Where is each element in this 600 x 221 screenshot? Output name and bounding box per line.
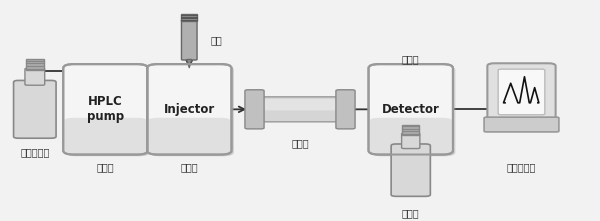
FancyBboxPatch shape [336, 90, 355, 129]
FancyBboxPatch shape [261, 99, 339, 110]
FancyBboxPatch shape [181, 14, 197, 21]
Text: HPLC
pump: HPLC pump [87, 95, 124, 123]
FancyBboxPatch shape [63, 118, 148, 154]
FancyBboxPatch shape [245, 90, 264, 129]
Text: 色谱柱: 色谱柱 [291, 139, 309, 149]
Text: 数据记录仪: 数据记录仪 [507, 163, 536, 173]
Text: 样品: 样品 [210, 35, 222, 45]
Text: Injector: Injector [164, 103, 215, 116]
Text: 高压泵: 高压泵 [97, 163, 114, 173]
FancyBboxPatch shape [147, 64, 232, 154]
Text: 检测器: 检测器 [402, 54, 419, 64]
FancyBboxPatch shape [391, 144, 430, 196]
FancyBboxPatch shape [368, 64, 453, 154]
FancyBboxPatch shape [181, 20, 197, 60]
FancyBboxPatch shape [25, 68, 44, 85]
Polygon shape [187, 59, 191, 68]
FancyBboxPatch shape [63, 64, 148, 154]
FancyBboxPatch shape [26, 59, 44, 70]
Text: 溶剂贮存器: 溶剂贮存器 [20, 147, 50, 157]
FancyBboxPatch shape [255, 97, 345, 122]
Text: 废液瓶: 废液瓶 [402, 208, 419, 218]
FancyBboxPatch shape [498, 69, 545, 115]
Text: 进样器: 进样器 [181, 163, 198, 173]
FancyBboxPatch shape [403, 125, 419, 135]
FancyBboxPatch shape [147, 118, 232, 154]
Text: Detector: Detector [382, 103, 440, 116]
FancyBboxPatch shape [487, 63, 556, 129]
FancyBboxPatch shape [484, 117, 559, 132]
FancyBboxPatch shape [149, 66, 234, 156]
FancyBboxPatch shape [371, 66, 455, 156]
FancyBboxPatch shape [368, 118, 453, 154]
FancyBboxPatch shape [401, 133, 420, 149]
FancyBboxPatch shape [65, 66, 150, 156]
FancyBboxPatch shape [14, 80, 56, 138]
